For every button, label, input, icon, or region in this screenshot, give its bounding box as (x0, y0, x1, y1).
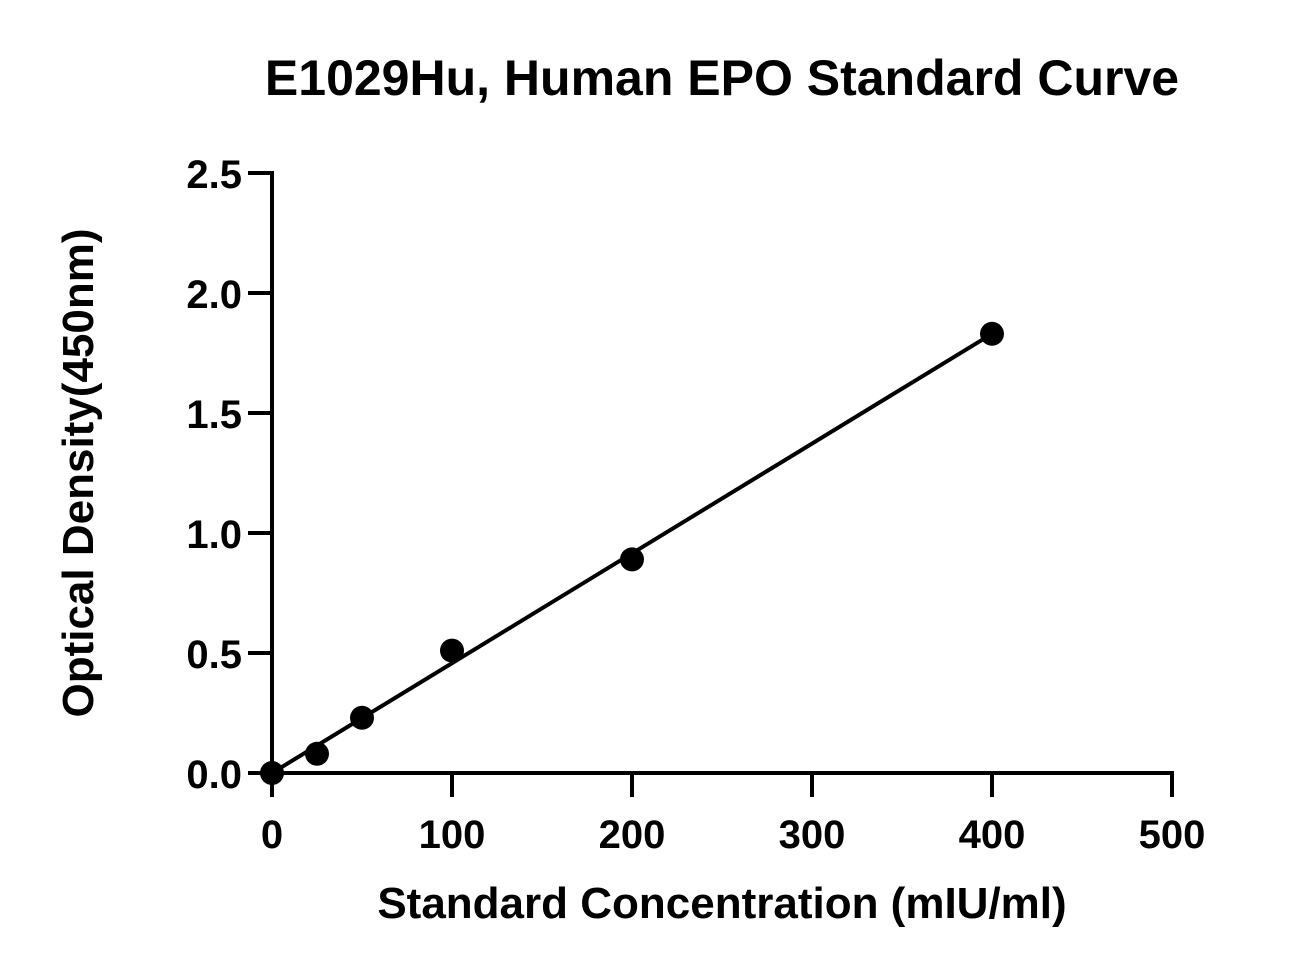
y-tick-label: 0.5 (186, 633, 242, 677)
x-tick-label: 300 (779, 813, 846, 857)
x-tick-label: 100 (419, 813, 486, 857)
axes: 0.0 0.5 1.0 1.5 2.0 2.5 0 100 200 300 400 500 (186, 153, 1205, 857)
data-points-layer (260, 321, 1004, 785)
y-tick-label: 2.5 (186, 153, 242, 197)
y-axis-label: Optical Density(450nm) (54, 228, 103, 717)
data-point (980, 321, 1004, 346)
x-tick-label: 200 (599, 813, 666, 857)
chart-title: E1029Hu, Human EPO Standard Curve (265, 50, 1179, 106)
y-tick-label: 1.0 (186, 513, 242, 557)
y-tick-label: 0.0 (186, 753, 242, 797)
data-point (260, 761, 284, 785)
x-tick-label: 500 (1139, 813, 1206, 857)
y-tick-label: 2.0 (186, 273, 242, 317)
data-point (350, 705, 374, 730)
y-tick-label: 1.5 (186, 393, 242, 437)
data-point (440, 638, 464, 663)
data-point (305, 741, 329, 766)
x-tick-label: 400 (959, 813, 1026, 857)
x-axis-label: Standard Concentration (mIU/ml) (377, 879, 1066, 928)
data-point (620, 547, 644, 572)
x-tick-label: 0 (261, 813, 283, 857)
